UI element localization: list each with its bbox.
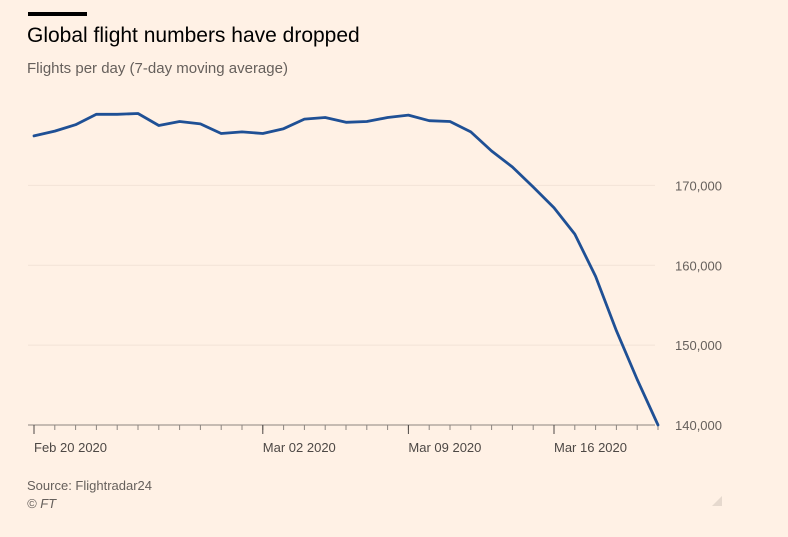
data-point xyxy=(282,127,284,129)
data-point xyxy=(490,150,492,152)
x-tick-label: Feb 20 2020 xyxy=(34,440,107,455)
y-tick-label: 140,000 xyxy=(675,418,722,433)
header-rule xyxy=(28,12,87,16)
data-point xyxy=(74,123,76,125)
data-point xyxy=(366,120,368,122)
data-point xyxy=(324,116,326,118)
data-point xyxy=(407,114,409,116)
source-note: Source: Flightradar24 xyxy=(27,478,153,493)
data-point xyxy=(449,120,451,122)
chart-title: Global flight numbers have dropped xyxy=(27,24,360,47)
data-point xyxy=(594,275,596,277)
x-tick-label: Mar 16 2020 xyxy=(554,440,627,455)
y-tick-label: 160,000 xyxy=(675,258,722,273)
y-tick-label: 150,000 xyxy=(675,338,722,353)
data-point xyxy=(137,112,139,114)
data-point xyxy=(615,330,617,332)
data-point xyxy=(262,132,264,134)
data-point xyxy=(532,186,534,188)
data-point xyxy=(199,123,201,125)
x-tick-label: Mar 02 2020 xyxy=(263,440,336,455)
data-point xyxy=(636,378,638,380)
y-tick-label: 170,000 xyxy=(675,178,722,193)
data-point xyxy=(95,113,97,115)
data-point xyxy=(574,233,576,235)
chart-subtitle: Flights per day (7-day moving average) xyxy=(27,60,288,77)
data-point xyxy=(511,166,513,168)
data-point xyxy=(470,131,472,133)
data-point xyxy=(345,121,347,123)
ft-credit: © FT xyxy=(27,496,57,511)
data-point xyxy=(54,130,56,132)
data-point xyxy=(657,424,659,426)
data-point xyxy=(386,116,388,118)
data-point xyxy=(158,124,160,126)
data-point xyxy=(553,207,555,209)
data-point xyxy=(220,132,222,134)
data-point xyxy=(116,113,118,115)
data-point xyxy=(178,120,180,122)
data-point xyxy=(428,119,430,121)
resize-corner-icon xyxy=(712,496,722,506)
series-line xyxy=(32,112,660,427)
data-point xyxy=(241,131,243,133)
x-tick-label: Mar 09 2020 xyxy=(408,440,481,455)
data-point xyxy=(33,135,35,137)
data-point xyxy=(303,118,305,120)
